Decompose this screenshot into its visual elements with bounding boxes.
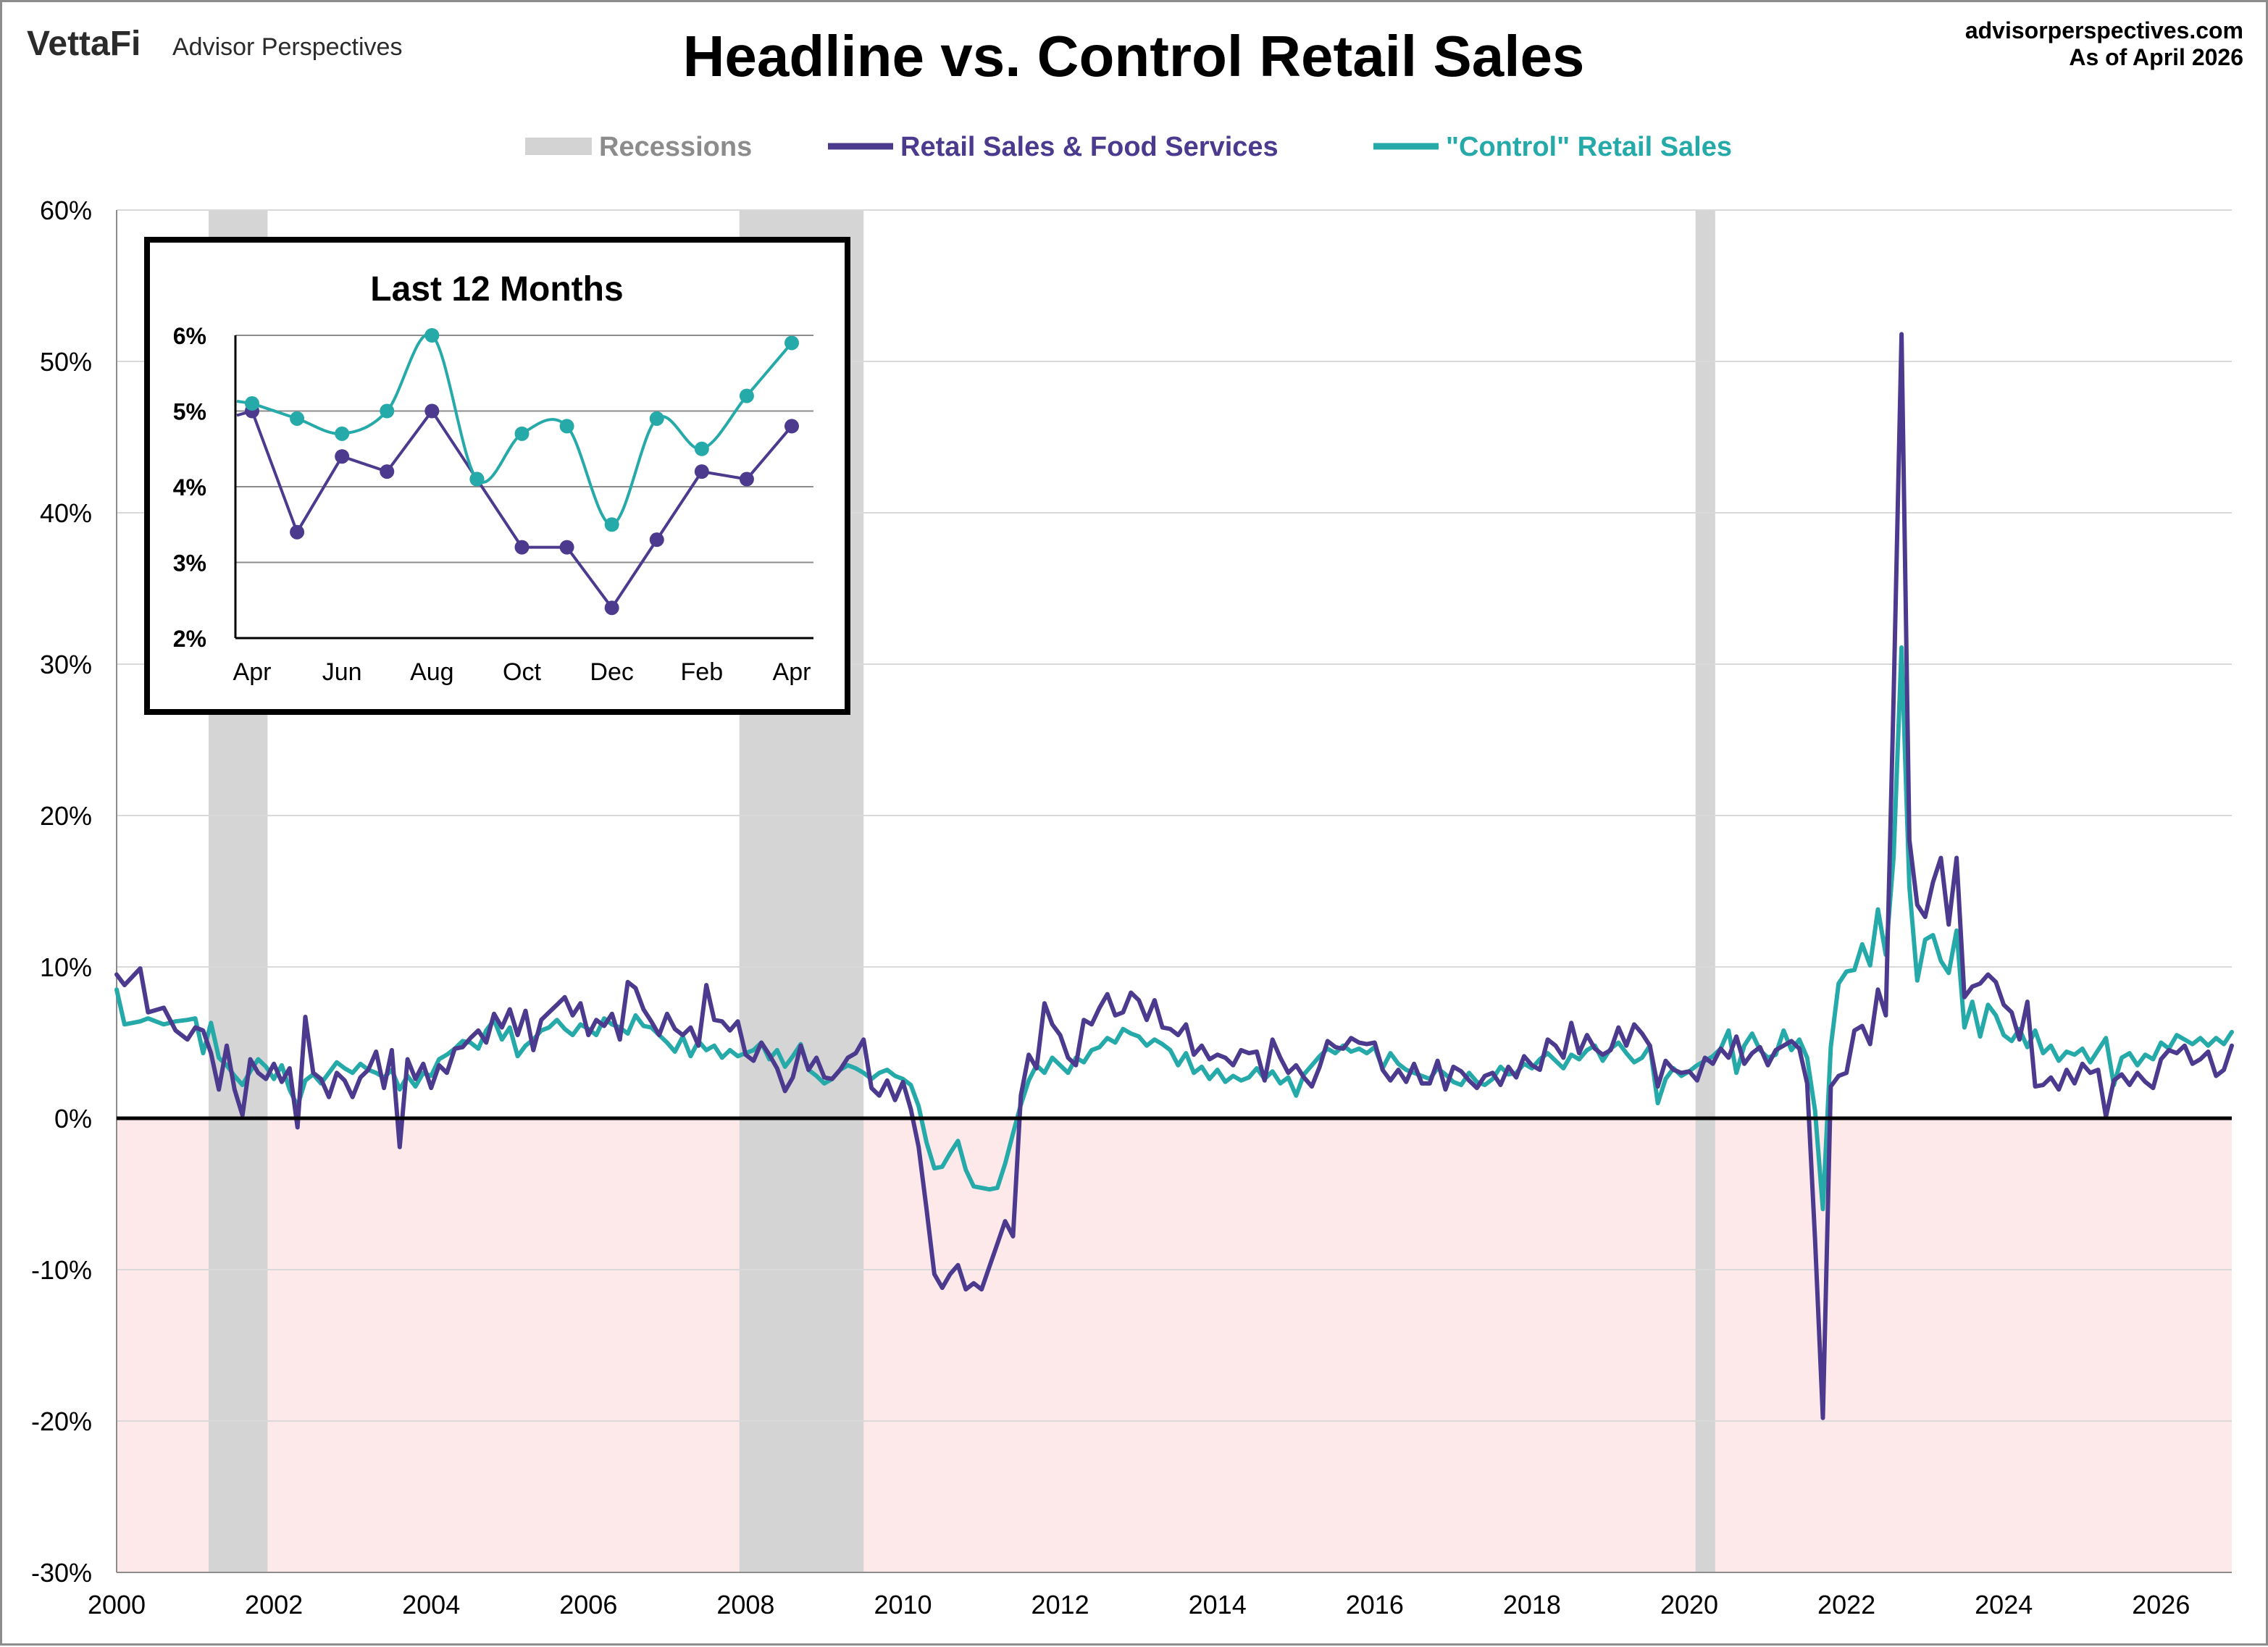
source-site: advisorperspectives.com — [1965, 17, 2243, 43]
inset-point-headline — [559, 540, 574, 555]
inset-point-control — [784, 335, 799, 351]
x-tick-label: 2020 — [1660, 1590, 1718, 1619]
y-tick-label: 20% — [40, 801, 92, 831]
legend-label-control: "Control" Retail Sales — [1446, 132, 1732, 162]
inset-point-control — [335, 426, 350, 441]
inset-title: Last 12 Months — [370, 270, 623, 309]
inset-point-control — [424, 328, 440, 343]
inset-point-headline — [380, 464, 395, 479]
inset-x-tick-label: Oct — [503, 658, 541, 686]
y-tick-label: 30% — [40, 650, 92, 679]
y-tick-label: 60% — [40, 196, 92, 225]
inset-point-control — [604, 517, 619, 532]
inset-point-headline — [514, 540, 530, 555]
inset-point-headline — [335, 449, 350, 464]
x-tick-label: 2002 — [245, 1590, 303, 1619]
x-tick-label: 2014 — [1189, 1590, 1247, 1619]
inset-y-tick-label: 2% — [173, 626, 206, 652]
inset-point-headline — [290, 524, 305, 540]
x-tick-label: 2008 — [716, 1590, 774, 1619]
x-tick-label: 2004 — [402, 1590, 460, 1619]
inset-point-headline — [604, 600, 619, 616]
y-tick-label: -30% — [31, 1558, 92, 1588]
inset-x-tick-label: Apr — [233, 658, 272, 686]
inset-y-tick-label: 3% — [173, 550, 206, 577]
inset-point-headline — [649, 532, 664, 548]
y-tick-label: -10% — [31, 1255, 92, 1285]
negative-zone — [117, 1118, 2232, 1572]
inset-point-control — [694, 441, 709, 456]
inset-point-control — [469, 472, 485, 487]
legend: Recessions Retail Sales & Food Services … — [525, 132, 1732, 162]
x-tick-label: 2022 — [1817, 1590, 1875, 1619]
x-tick-label: 2000 — [88, 1590, 146, 1619]
inset-point-headline — [739, 472, 754, 487]
inset-x-tick-label: Aug — [410, 658, 454, 686]
x-tick-label: 2010 — [874, 1590, 932, 1619]
inset-y-tick-label: 5% — [173, 399, 206, 425]
x-tick-label: 2018 — [1503, 1590, 1561, 1619]
inset-point-headline — [784, 419, 799, 434]
brand-logo: VettaFi — [27, 25, 141, 63]
series-line-headline — [114, 332, 2234, 1420]
inset-x-tick-label: Apr — [773, 658, 811, 686]
y-tick-label: 10% — [40, 952, 92, 982]
y-tick-label: 50% — [40, 347, 92, 377]
inset-point-control — [245, 396, 259, 411]
inset-x-tick-label: Feb — [681, 658, 724, 686]
inset-x-tick-label: Jun — [322, 658, 362, 686]
inset-point-control — [514, 426, 530, 441]
x-tick-label: 2012 — [1032, 1590, 1089, 1619]
x-tick-label: 2016 — [1346, 1590, 1404, 1619]
inset-point-control — [290, 411, 305, 426]
inset-last-12-months: Last 12 Months 2% 3% 4% 5% 6% Apr Jun Aug Oct Dec F… — [144, 237, 850, 715]
recession-band — [1695, 210, 1715, 1572]
inset-point-headline — [694, 464, 709, 479]
x-tick-label: 2024 — [1975, 1590, 2033, 1619]
y-tick-label: 40% — [40, 498, 92, 528]
inset-x-tick-label: Dec — [590, 658, 633, 686]
inset-point-control — [739, 388, 754, 403]
legend-label-headline: Retail Sales & Food Services — [900, 132, 1279, 162]
inset-point-control — [559, 419, 574, 434]
inset-point-control — [380, 403, 395, 419]
brand-subtitle: Advisor Perspectives — [172, 33, 402, 61]
legend-label-recessions: Recessions — [599, 132, 752, 162]
y-tick-label: 0% — [54, 1104, 92, 1133]
chart-title: Headline vs. Control Retail Sales — [683, 24, 1585, 88]
inset-y-tick-label: 6% — [173, 323, 206, 349]
inset-point-control — [649, 411, 664, 426]
x-tick-label: 2026 — [2132, 1590, 2190, 1619]
legend-swatch-recessions — [525, 138, 592, 155]
inset-y-tick-label: 4% — [173, 474, 206, 500]
inset-point-headline — [424, 403, 440, 419]
y-tick-label: -20% — [31, 1407, 92, 1436]
x-tick-label: 2006 — [559, 1590, 617, 1619]
as-of-date: As of April 2026 — [2069, 44, 2243, 70]
